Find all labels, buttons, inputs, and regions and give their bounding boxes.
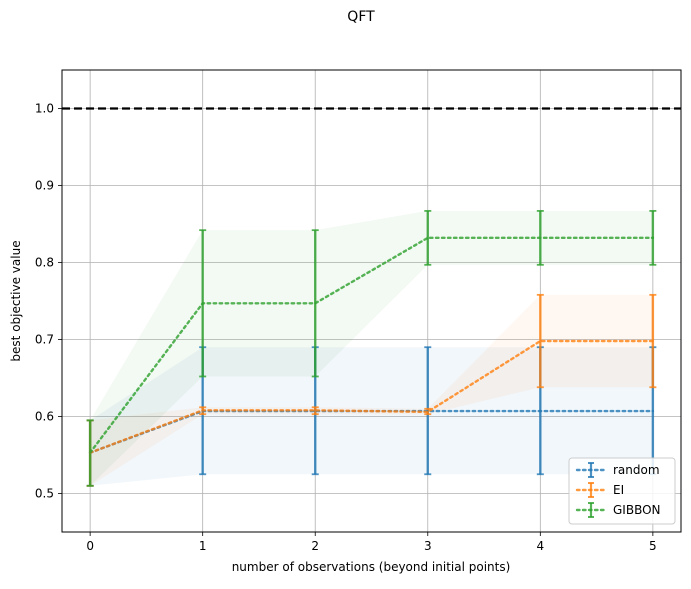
x-axis-ticks: 0 1 2 3 4 5 <box>86 532 657 553</box>
y-tick-label: 0.5 <box>35 487 54 501</box>
y-axis-ticks: 0.5 0.6 0.7 0.8 0.9 1.0 <box>35 102 62 501</box>
series-line-gibbon <box>88 236 655 454</box>
error-band-random <box>90 347 653 486</box>
chart-title: QFT <box>347 9 375 25</box>
y-tick-label: 1.0 <box>35 102 54 116</box>
legend-box <box>568 457 676 525</box>
legend-label-random: random <box>613 463 660 477</box>
y-tick-label: 0.6 <box>35 410 54 424</box>
x-tick-label: 3 <box>424 539 432 553</box>
x-tick-label: 5 <box>649 539 657 553</box>
x-tick-label: 4 <box>536 539 544 553</box>
x-tick-label: 1 <box>199 539 207 553</box>
series-lines <box>88 236 655 454</box>
y-axis-label: best objective value <box>9 240 23 361</box>
legend-label-gibbon: GIBBON <box>613 503 661 517</box>
plot-frame <box>61 69 682 533</box>
x-tick-label: 2 <box>311 539 319 553</box>
y-tick-label: 0.7 <box>35 333 54 347</box>
error-band-gibbon <box>90 210 653 486</box>
legend-label-ei: EI <box>613 483 624 497</box>
y-tick-label: 0.8 <box>35 256 54 270</box>
legend: random EI GIBBON <box>568 457 676 525</box>
error-band-ei <box>90 294 653 486</box>
x-tick-label: 0 <box>86 539 94 553</box>
x-axis-label: number of observations (beyond initial p… <box>232 560 511 574</box>
error-bands <box>90 210 653 486</box>
y-tick-label: 0.9 <box>35 179 54 193</box>
series-line-ei <box>88 339 655 454</box>
